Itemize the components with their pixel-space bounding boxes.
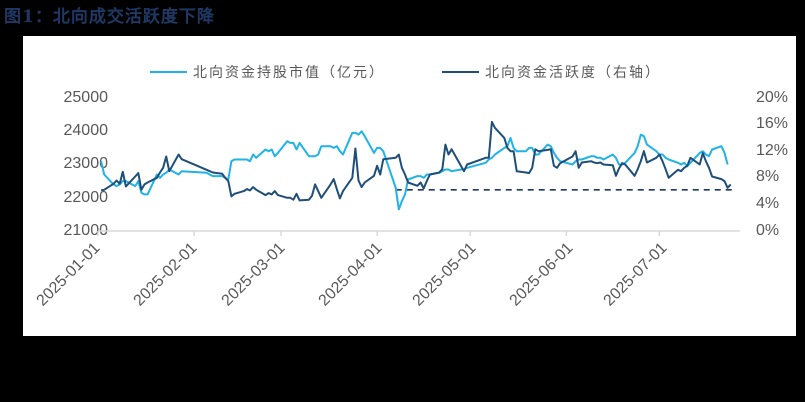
y-left-tick: 24000 [63,122,109,139]
legend-label-holdings: 北向资金持股市值（亿元） [193,65,385,81]
figure-title: 图1：北向成交活跃度下降 [4,7,215,27]
legend-label-activity: 北向资金活跃度（右轴） [485,65,661,81]
y-left-tick: 23000 [63,155,109,172]
chart-legend: 北向资金持股市值（亿元） 北向资金活跃度（右轴） [0,62,805,82]
y-right-tick: 20% [756,89,789,106]
x-axis-tick-marks [97,231,661,236]
y-left-tick: 21000 [63,222,109,239]
series-holdings-line [100,130,729,211]
y-right-tick: 8% [756,168,780,185]
y-right-tick: 4% [756,195,780,212]
y-right-tick: 12% [756,142,789,159]
series-activity-line [100,120,732,202]
legend-line-holdings-icon [150,71,187,73]
legend-item-holdings: 北向资金持股市值（亿元） [150,62,385,82]
y-right-tick: 0% [756,222,780,239]
y-left-tick: 25000 [63,89,109,106]
y-right-tick: 16% [756,115,789,132]
legend-item-activity: 北向资金活跃度（右轴） [442,62,661,82]
legend-line-activity-icon [442,71,479,73]
y-left-tick: 22000 [63,189,109,206]
